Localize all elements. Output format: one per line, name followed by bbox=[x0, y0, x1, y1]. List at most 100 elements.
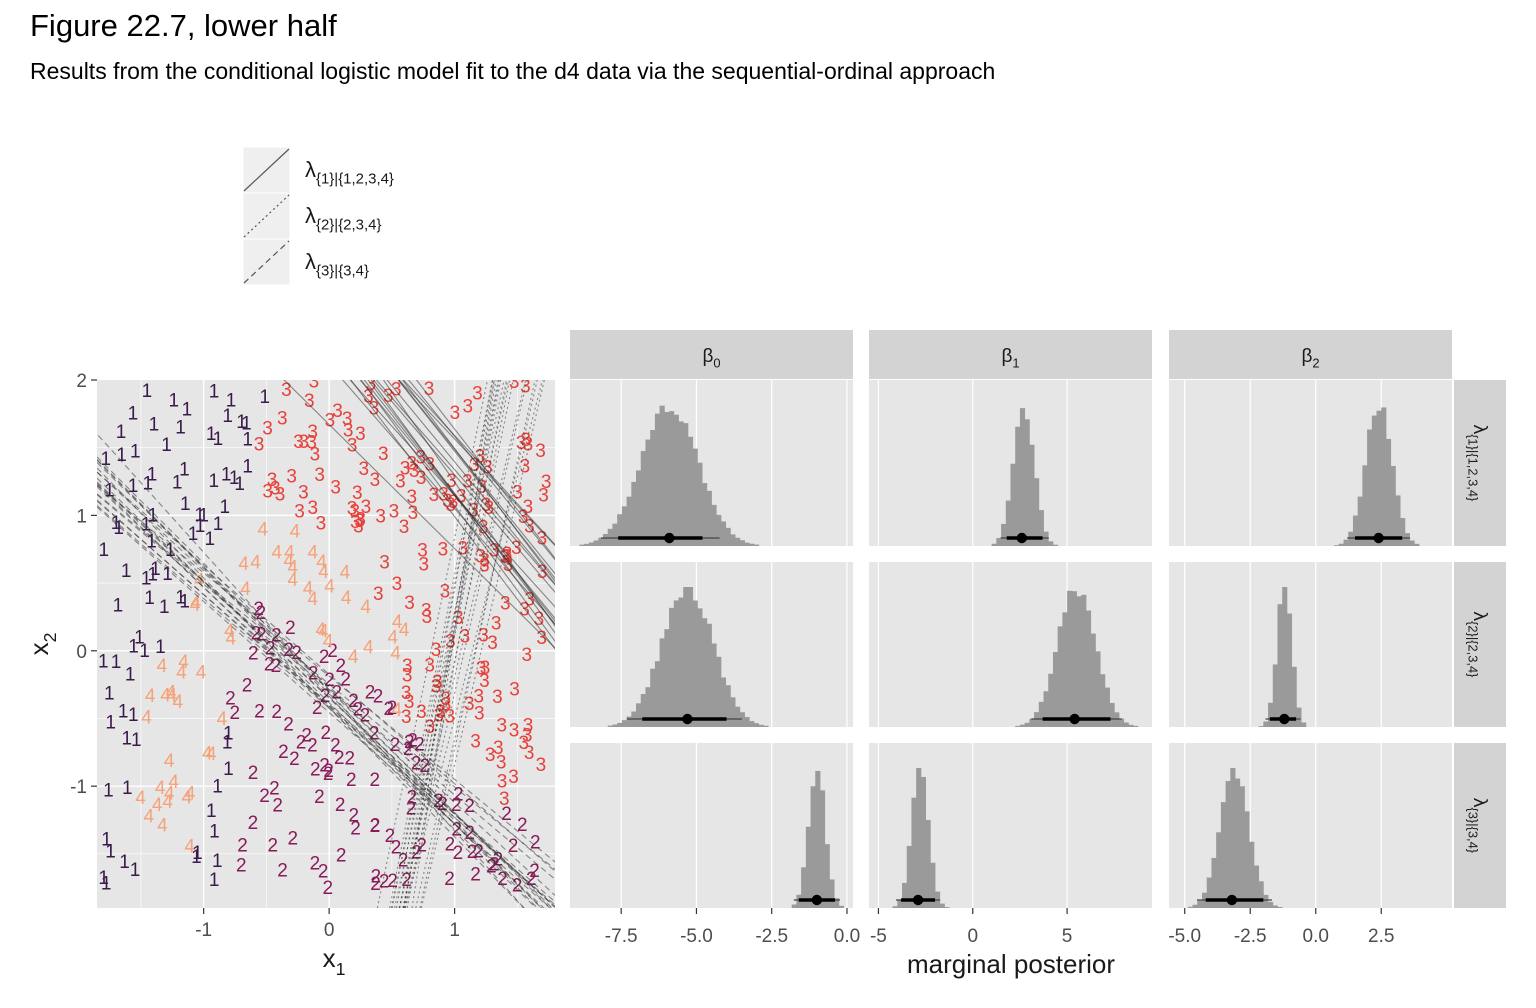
histogram-bar bbox=[650, 429, 656, 546]
data-point: 1 bbox=[98, 652, 109, 673]
data-point: 2 bbox=[453, 843, 464, 864]
data-point: 3 bbox=[404, 593, 415, 614]
data-point: 1 bbox=[161, 435, 172, 456]
scatter-panel: 1232214321421131313233133223313433321222… bbox=[24, 371, 555, 979]
histogram-bar bbox=[673, 600, 679, 727]
data-point: 2 bbox=[369, 724, 380, 745]
data-point: 1 bbox=[169, 390, 180, 411]
data-point: 3 bbox=[307, 422, 318, 443]
histogram-bar bbox=[824, 844, 830, 908]
point-estimate bbox=[1069, 713, 1080, 725]
histogram-bar bbox=[1216, 832, 1222, 908]
data-point: 3 bbox=[325, 410, 336, 431]
data-point: 4 bbox=[341, 588, 352, 609]
data-point: 3 bbox=[509, 720, 520, 741]
data-point: 1 bbox=[260, 387, 271, 408]
posterior-histogram bbox=[892, 768, 950, 908]
histogram-bar bbox=[1272, 905, 1278, 908]
histogram-bar bbox=[683, 587, 689, 727]
histogram-bar bbox=[702, 618, 708, 727]
boundary-line-solid bbox=[350, 380, 555, 650]
data-point: 2 bbox=[251, 623, 262, 644]
histogram-bar bbox=[944, 907, 950, 908]
histogram-bar bbox=[749, 543, 755, 546]
boundary-line-dashed bbox=[97, 471, 555, 872]
boundary-line-solid bbox=[398, 380, 555, 546]
data-point: 2 bbox=[301, 725, 312, 746]
histogram-bar bbox=[1258, 726, 1264, 727]
boundary-line-dotted bbox=[415, 380, 538, 908]
data-point: 3 bbox=[469, 455, 480, 476]
data-point: 4 bbox=[176, 662, 187, 683]
histogram-bar bbox=[810, 786, 816, 908]
histogram-bar bbox=[749, 721, 755, 727]
histogram-bar bbox=[1192, 904, 1198, 908]
boundary-line-solid bbox=[370, 380, 555, 634]
data-point: 2 bbox=[320, 723, 331, 744]
boundary-line-dashed bbox=[97, 484, 537, 908]
histogram-bar bbox=[1414, 543, 1420, 546]
data-point: 1 bbox=[242, 430, 253, 451]
data-point: 3 bbox=[416, 468, 427, 489]
boundary-line-solid bbox=[383, 380, 555, 627]
data-point: 1 bbox=[212, 851, 223, 872]
data-point: 2 bbox=[269, 778, 280, 799]
histogram-bar bbox=[697, 462, 703, 546]
data-point: 4 bbox=[190, 595, 201, 616]
data-point: 3 bbox=[342, 409, 353, 430]
data-point: 4 bbox=[145, 686, 156, 707]
data-point: 2 bbox=[467, 842, 478, 863]
data-point: 4 bbox=[308, 543, 319, 564]
data-point: 2 bbox=[370, 815, 381, 836]
data-point: 1 bbox=[147, 464, 158, 485]
histogram-bar bbox=[1076, 596, 1082, 727]
data-point: 2 bbox=[486, 857, 497, 878]
boundary-line-solid bbox=[398, 380, 555, 575]
data-point: 3 bbox=[448, 492, 459, 513]
histogram-bar bbox=[1277, 604, 1283, 727]
data-point: 1 bbox=[198, 505, 209, 526]
data-point: 4 bbox=[168, 772, 179, 793]
data-point: 3 bbox=[401, 683, 412, 704]
data-point: 1 bbox=[116, 445, 127, 466]
data-point: 3 bbox=[294, 502, 305, 523]
histogram-bar bbox=[892, 906, 898, 908]
data-point: 2 bbox=[529, 861, 540, 882]
data-point: 1 bbox=[179, 460, 190, 481]
histogram-bar bbox=[815, 770, 821, 908]
histogram-bar bbox=[1071, 591, 1077, 727]
scatter-panel-background bbox=[97, 380, 555, 908]
histogram-bar bbox=[654, 661, 661, 727]
data-point: 2 bbox=[452, 820, 463, 841]
data-point: 3 bbox=[419, 554, 430, 575]
histogram-bar bbox=[621, 506, 627, 546]
data-point: 4 bbox=[185, 783, 196, 804]
data-point: 2 bbox=[517, 815, 528, 836]
histogram-bar bbox=[1286, 613, 1293, 727]
data-point: 4 bbox=[390, 643, 401, 664]
data-point: 2 bbox=[319, 647, 330, 668]
data-point: 4 bbox=[135, 788, 146, 809]
data-point: 2 bbox=[296, 733, 307, 754]
data-point: 2 bbox=[464, 823, 475, 844]
histogram-bar bbox=[1015, 426, 1021, 546]
data-point: 4 bbox=[283, 551, 294, 572]
histogram-bar bbox=[1253, 865, 1260, 908]
boundary-line-dashed bbox=[97, 433, 525, 908]
histogram-bar bbox=[763, 725, 769, 727]
data-point: 2 bbox=[312, 698, 323, 719]
histogram-bar bbox=[1062, 612, 1068, 727]
legend-label-3: λ{3}|{3,4} bbox=[305, 249, 369, 280]
histogram-bar bbox=[669, 411, 675, 546]
data-point: 4 bbox=[206, 744, 217, 765]
data-point: 4 bbox=[155, 778, 166, 799]
row-strip bbox=[1454, 562, 1506, 727]
data-point: 1 bbox=[229, 468, 240, 489]
data-point: 1 bbox=[209, 822, 220, 843]
data-point: 3 bbox=[316, 513, 327, 534]
data-point: 1 bbox=[213, 429, 224, 450]
data-point: 3 bbox=[441, 695, 452, 716]
data-point: 4 bbox=[316, 620, 327, 641]
histogram-bar bbox=[902, 882, 908, 908]
